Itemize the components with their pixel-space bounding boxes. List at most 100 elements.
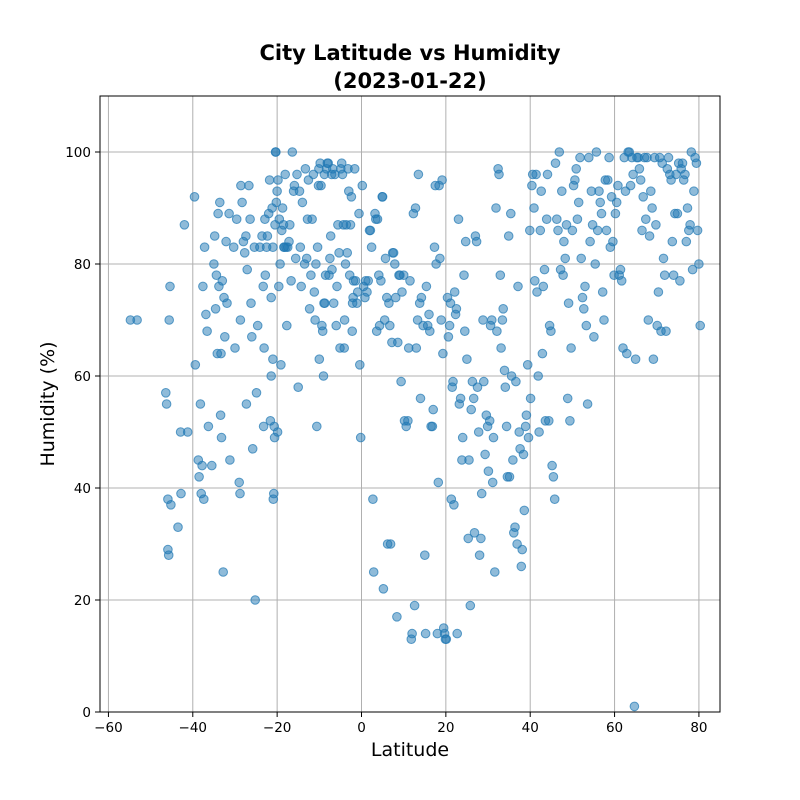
data-point bbox=[199, 494, 209, 505]
data-point bbox=[519, 505, 530, 516]
data-point bbox=[581, 320, 592, 331]
data-point bbox=[575, 152, 585, 163]
data-point bbox=[304, 304, 315, 314]
x-tick-label: 40 bbox=[522, 720, 539, 736]
data-point bbox=[592, 225, 603, 236]
data-point bbox=[571, 164, 582, 174]
data-point bbox=[560, 253, 571, 264]
data-point bbox=[421, 281, 432, 292]
data-point bbox=[550, 158, 561, 168]
data-point bbox=[561, 220, 572, 230]
data-point bbox=[411, 343, 422, 353]
data-point bbox=[403, 416, 413, 426]
data-point bbox=[372, 214, 383, 224]
data-point bbox=[523, 432, 534, 443]
data-point bbox=[566, 343, 576, 353]
data-point bbox=[368, 567, 379, 577]
data-point bbox=[320, 298, 330, 309]
data-point bbox=[264, 175, 275, 185]
data-point bbox=[520, 421, 531, 432]
data-point bbox=[376, 276, 386, 286]
data-point bbox=[345, 220, 356, 230]
data-point bbox=[500, 382, 511, 393]
data-point bbox=[413, 169, 424, 180]
data-point bbox=[562, 393, 573, 404]
data-point bbox=[396, 376, 406, 387]
data-point bbox=[622, 348, 632, 359]
data-point bbox=[203, 421, 214, 432]
data-point bbox=[552, 214, 562, 224]
data-point bbox=[217, 276, 228, 286]
data-point bbox=[677, 158, 688, 168]
data-point bbox=[282, 320, 292, 331]
data-point bbox=[295, 242, 306, 252]
data-point bbox=[378, 584, 389, 594]
data-point bbox=[274, 281, 284, 292]
data-point bbox=[420, 628, 431, 639]
data-point bbox=[553, 225, 563, 236]
x-axis-label: Latitude bbox=[371, 739, 449, 761]
data-point bbox=[599, 315, 609, 325]
data-point bbox=[530, 276, 540, 286]
data-point bbox=[312, 421, 322, 432]
data-point bbox=[215, 197, 225, 208]
data-point bbox=[317, 326, 328, 337]
y-axis-label: Humidity (%) bbox=[37, 341, 59, 466]
data-point bbox=[527, 180, 537, 191]
data-point bbox=[508, 455, 518, 465]
data-point bbox=[573, 197, 584, 208]
data-point bbox=[465, 600, 476, 611]
data-point bbox=[342, 248, 353, 258]
data-point bbox=[250, 595, 260, 605]
data-point bbox=[517, 544, 528, 555]
data-point bbox=[272, 427, 283, 437]
data-point bbox=[469, 528, 480, 538]
data-point bbox=[484, 416, 495, 426]
data-point bbox=[365, 225, 376, 236]
data-point bbox=[366, 242, 377, 252]
data-point bbox=[476, 533, 486, 544]
data-point bbox=[468, 393, 479, 404]
data-point bbox=[488, 432, 499, 443]
data-point bbox=[514, 427, 525, 437]
data-point bbox=[221, 236, 231, 247]
data-point bbox=[258, 281, 269, 292]
data-point bbox=[487, 477, 498, 488]
data-point bbox=[209, 231, 220, 241]
data-point bbox=[241, 399, 252, 409]
data-point bbox=[280, 169, 291, 180]
x-tick-label: 60 bbox=[606, 720, 623, 736]
data-point bbox=[580, 281, 590, 292]
data-point bbox=[597, 287, 608, 297]
y-tick-label: 0 bbox=[82, 705, 91, 721]
data-point bbox=[218, 567, 228, 577]
data-point bbox=[273, 175, 283, 185]
data-point bbox=[235, 315, 246, 325]
data-point bbox=[529, 203, 539, 213]
data-point bbox=[511, 376, 521, 387]
data-point bbox=[695, 320, 706, 331]
data-point bbox=[637, 225, 647, 236]
data-point bbox=[525, 225, 535, 236]
data-point bbox=[449, 500, 459, 510]
data-point bbox=[616, 276, 627, 286]
data-point bbox=[570, 175, 580, 185]
data-point bbox=[495, 270, 506, 281]
data-point bbox=[453, 214, 464, 224]
data-point bbox=[539, 264, 550, 275]
data-point bbox=[464, 455, 474, 465]
data-point bbox=[492, 326, 502, 337]
data-point bbox=[390, 259, 400, 269]
data-point bbox=[165, 281, 175, 292]
x-tick-label: 80 bbox=[690, 720, 707, 736]
data-point bbox=[236, 180, 246, 191]
data-point bbox=[216, 348, 226, 359]
data-point bbox=[582, 399, 593, 409]
data-point bbox=[355, 432, 366, 443]
data-point bbox=[245, 214, 255, 224]
y-tick-label: 60 bbox=[74, 369, 91, 385]
data-point bbox=[292, 169, 302, 180]
data-point bbox=[501, 421, 512, 432]
data-point bbox=[558, 270, 568, 281]
